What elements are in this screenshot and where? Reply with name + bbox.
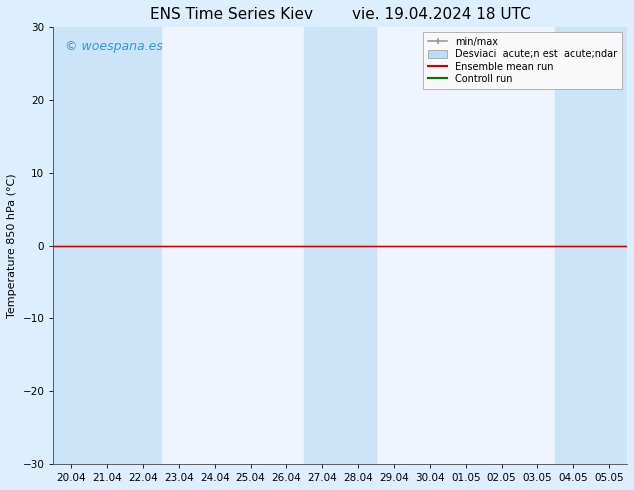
Bar xyxy=(591,27,627,464)
Bar xyxy=(53,27,89,464)
Legend: min/max, Desviaci  acute;n est  acute;ndar, Ensemble mean run, Controll run: min/max, Desviaci acute;n est acute;ndar… xyxy=(423,32,622,89)
Y-axis label: Temperature 850 hPa (°C): Temperature 850 hPa (°C) xyxy=(7,173,17,318)
Text: © woespana.es: © woespana.es xyxy=(65,40,163,53)
Title: ENS Time Series Kiev        vie. 19.04.2024 18 UTC: ENS Time Series Kiev vie. 19.04.2024 18 … xyxy=(150,7,531,22)
Bar xyxy=(555,27,591,464)
Bar xyxy=(89,27,125,464)
Bar xyxy=(340,27,376,464)
Bar xyxy=(125,27,161,464)
Bar xyxy=(304,27,340,464)
